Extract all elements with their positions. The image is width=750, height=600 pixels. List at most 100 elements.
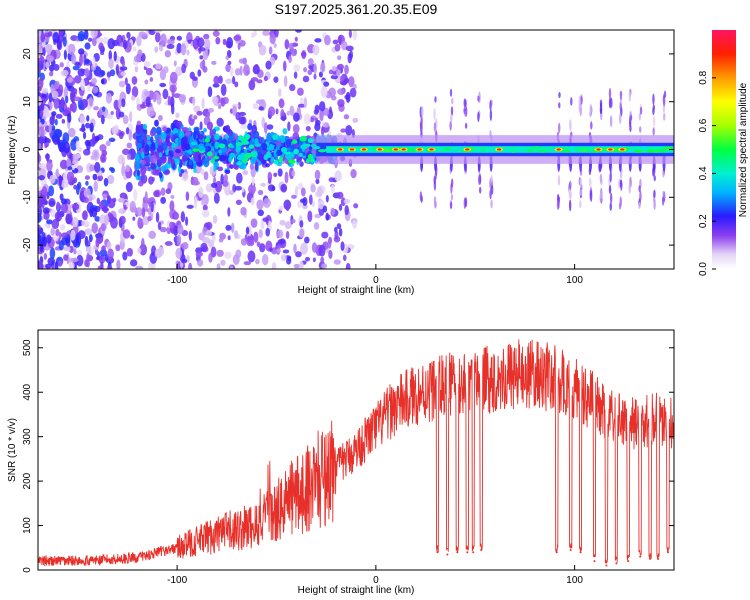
noise-blob xyxy=(269,33,276,45)
noise-blob xyxy=(160,33,167,46)
noise-blob xyxy=(98,42,104,51)
spike-streak xyxy=(662,170,665,178)
noise-blob xyxy=(77,230,86,240)
noise-blob xyxy=(173,60,177,67)
spike-streak xyxy=(638,112,641,121)
noise-blob xyxy=(126,142,133,149)
noise-blob xyxy=(116,259,121,269)
snr-dropout-point xyxy=(456,551,459,554)
noise-blob xyxy=(310,184,316,193)
signal-blob xyxy=(262,143,268,151)
noise-blob xyxy=(321,263,328,269)
noise-blob xyxy=(148,262,154,269)
noise-blob xyxy=(348,30,352,39)
noise-blob xyxy=(54,261,59,269)
noise-blob xyxy=(307,210,313,223)
spike-streak xyxy=(450,178,454,188)
noise-blob xyxy=(262,30,271,36)
spectrogram-y-label: Frequency (Hz) xyxy=(7,116,18,185)
noise-blob xyxy=(88,196,93,202)
noise-blob xyxy=(352,30,358,41)
noise-blob xyxy=(199,121,203,131)
noise-blob xyxy=(215,180,223,193)
noise-blob xyxy=(74,61,81,66)
signal-blob xyxy=(149,146,155,151)
noise-blob xyxy=(105,140,111,147)
noise-blob xyxy=(128,129,133,141)
noise-blob xyxy=(60,202,69,214)
noise-blob xyxy=(328,87,337,98)
cluster-blob xyxy=(278,156,283,163)
colorbar-label: Normalized spectral amplitude xyxy=(738,82,749,217)
noise-blob xyxy=(100,114,105,125)
bright-spot-core xyxy=(337,148,343,151)
snr-y-tick-label: 100 xyxy=(22,517,33,534)
cluster-blob xyxy=(242,137,247,142)
noise-blob xyxy=(337,99,345,108)
noise-blob xyxy=(201,97,205,110)
noise-blob xyxy=(327,238,332,249)
noise-blob xyxy=(54,211,63,222)
noise-blob xyxy=(198,232,205,241)
noise-blob xyxy=(46,234,52,244)
noise-blob xyxy=(106,71,112,78)
noise-blob xyxy=(82,131,87,140)
noise-blob xyxy=(57,260,63,267)
snr-y-tick-label: 0 xyxy=(22,567,33,573)
noise-blob xyxy=(91,36,97,47)
noise-blob xyxy=(278,205,284,211)
bright-spot-core xyxy=(417,148,422,151)
spike-streak xyxy=(579,200,582,209)
noise-blob xyxy=(51,90,59,100)
noise-blob xyxy=(42,46,46,57)
noise-blob xyxy=(74,75,82,84)
signal-blob xyxy=(184,143,191,151)
noise-blob xyxy=(292,112,300,122)
noise-blob xyxy=(106,174,115,185)
noise-blob xyxy=(334,170,342,182)
spike-streak xyxy=(652,104,656,111)
noise-blob xyxy=(224,251,232,259)
noise-blob xyxy=(76,249,82,256)
spike-streak xyxy=(599,102,603,114)
spike-streak xyxy=(419,191,423,202)
noise-blob xyxy=(42,207,50,214)
noise-blob xyxy=(122,251,128,261)
noise-blob xyxy=(297,200,303,209)
noise-blob xyxy=(213,75,220,85)
noise-blob xyxy=(67,112,72,123)
noise-blob xyxy=(262,197,271,209)
noise-blob xyxy=(54,118,58,126)
noise-blob xyxy=(338,35,342,46)
noise-blob xyxy=(105,92,113,104)
noise-blob xyxy=(103,177,109,187)
spike-streak xyxy=(608,88,612,99)
noise-blob xyxy=(300,187,306,197)
noise-blob xyxy=(340,241,345,252)
noise-blob xyxy=(117,98,122,110)
ridge-segment xyxy=(514,146,523,150)
noise-blob xyxy=(115,244,121,252)
cluster-blob xyxy=(218,143,226,149)
noise-blob xyxy=(98,254,106,264)
snr-y-ticks: 0 100 200 300 400 500 xyxy=(22,339,674,573)
noise-blob xyxy=(213,192,220,204)
noise-blob xyxy=(90,155,95,160)
noise-blob xyxy=(322,122,330,128)
signal-blob xyxy=(154,134,159,140)
cluster-blob xyxy=(309,158,315,163)
noise-blob xyxy=(166,43,175,50)
noise-blob xyxy=(176,42,182,54)
noise-blob xyxy=(287,121,291,132)
noise-blob xyxy=(88,234,93,243)
noise-blob xyxy=(139,243,148,256)
spike-streak xyxy=(619,113,622,125)
noise-blob xyxy=(133,188,138,201)
noise-blob xyxy=(277,168,283,177)
noise-blob xyxy=(49,247,56,260)
noise-blob xyxy=(330,95,337,101)
noise-blob xyxy=(188,262,193,269)
noise-blob xyxy=(340,128,347,133)
noise-blob xyxy=(225,224,232,231)
noise-blob xyxy=(344,204,349,216)
